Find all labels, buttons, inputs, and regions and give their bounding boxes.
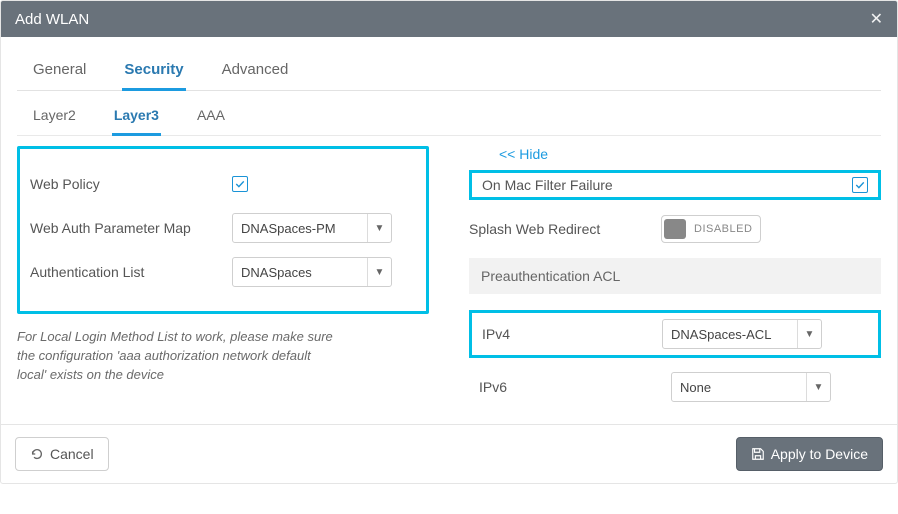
form-content: Web Policy Web Auth Parameter Map DNASpa…: [17, 136, 881, 416]
field-ipv4: IPv4 DNASpaces-ACL ▼: [469, 310, 881, 358]
modal-footer: Cancel Apply to Device: [1, 424, 897, 483]
left-column: Web Policy Web Auth Parameter Map DNASpa…: [17, 146, 429, 416]
modal-title: Add WLAN: [15, 11, 89, 28]
tab-advanced[interactable]: Advanced: [220, 55, 291, 90]
label-ipv6: IPv6: [479, 379, 659, 395]
preauth-heading: Preauthentication ACL: [469, 258, 881, 294]
modal-header: Add WLAN ✕: [1, 1, 897, 37]
label-ipv4: IPv4: [482, 326, 662, 342]
chevron-down-icon: ▼: [797, 320, 821, 348]
label-web-policy: Web Policy: [30, 176, 220, 192]
hide-link[interactable]: << Hide: [469, 146, 881, 162]
field-splash: Splash Web Redirect DISABLED: [469, 214, 881, 244]
field-web-policy: Web Policy: [30, 169, 416, 199]
close-icon[interactable]: ✕: [870, 9, 883, 29]
save-icon: [751, 447, 765, 461]
select-ipv4[interactable]: DNASpaces-ACL ▼: [662, 319, 822, 349]
main-tabs: General Security Advanced: [17, 51, 881, 91]
toggle-state: DISABLED: [694, 223, 752, 235]
right-column: << Hide On Mac Filter Failure Splash Web…: [469, 146, 881, 416]
toggle-splash[interactable]: DISABLED: [661, 215, 761, 243]
chevron-down-icon: ▼: [367, 214, 391, 242]
label-mac-filter: On Mac Filter Failure: [482, 177, 852, 193]
select-ipv6-value: None: [672, 373, 806, 401]
mac-filter-group: On Mac Filter Failure: [469, 170, 881, 200]
undo-icon: [30, 447, 44, 461]
field-param-map: Web Auth Parameter Map DNASpaces-PM ▼: [30, 213, 416, 243]
web-policy-group: Web Policy Web Auth Parameter Map DNASpa…: [17, 146, 429, 314]
toggle-knob: [664, 219, 686, 239]
label-param-map: Web Auth Parameter Map: [30, 220, 220, 236]
tab-general[interactable]: General: [31, 55, 88, 90]
apply-button[interactable]: Apply to Device: [736, 437, 883, 471]
auth-hint: For Local Login Method List to work, ple…: [17, 328, 337, 385]
select-auth-list[interactable]: DNASpaces ▼: [232, 257, 392, 287]
subtab-layer3[interactable]: Layer3: [112, 103, 161, 136]
checkbox-mac-filter[interactable]: [852, 177, 868, 193]
label-splash: Splash Web Redirect: [469, 221, 649, 237]
chevron-down-icon: ▼: [367, 258, 391, 286]
field-auth-list: Authentication List DNASpaces ▼: [30, 257, 416, 287]
cancel-button[interactable]: Cancel: [15, 437, 109, 471]
select-auth-list-value: DNASpaces: [233, 258, 367, 286]
label-auth-list: Authentication List: [30, 264, 220, 280]
select-param-map-value: DNASpaces-PM: [233, 214, 367, 242]
select-ipv6[interactable]: None ▼: [671, 372, 831, 402]
add-wlan-modal: Add WLAN ✕ General Security Advanced Lay…: [0, 0, 898, 484]
select-param-map[interactable]: DNASpaces-PM ▼: [232, 213, 392, 243]
checkbox-web-policy[interactable]: [232, 176, 248, 192]
apply-label: Apply to Device: [771, 446, 868, 462]
cancel-label: Cancel: [50, 446, 94, 462]
sub-tabs: Layer2 Layer3 AAA: [17, 91, 881, 136]
tab-security[interactable]: Security: [122, 55, 185, 91]
modal-body: General Security Advanced Layer2 Layer3 …: [1, 37, 897, 424]
chevron-down-icon: ▼: [806, 373, 830, 401]
check-icon: [234, 178, 246, 190]
subtab-layer2[interactable]: Layer2: [31, 103, 78, 135]
check-icon: [854, 179, 866, 191]
field-ipv6: IPv6 None ▼: [469, 372, 881, 402]
subtab-aaa[interactable]: AAA: [195, 103, 227, 135]
select-ipv4-value: DNASpaces-ACL: [663, 320, 797, 348]
